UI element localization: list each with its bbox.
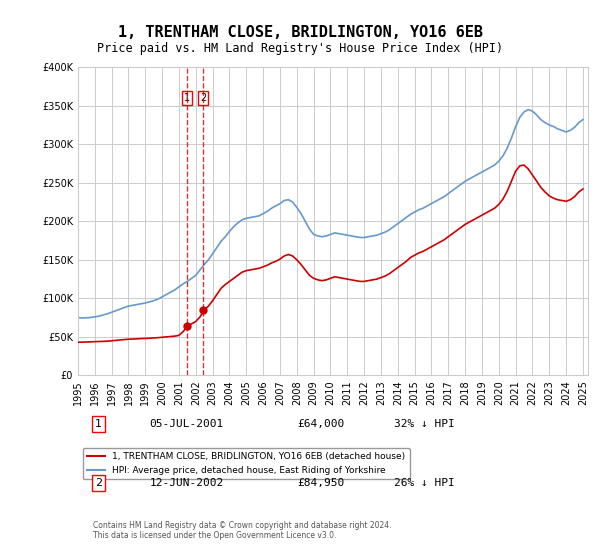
Text: £64,000: £64,000 [297,419,344,429]
Legend: 1, TRENTHAM CLOSE, BRIDLINGTON, YO16 6EB (detached house), HPI: Average price, d: 1, TRENTHAM CLOSE, BRIDLINGTON, YO16 6EB… [83,448,410,479]
Text: 1: 1 [184,93,190,103]
Text: 1: 1 [95,419,102,429]
Text: 26% ↓ HPI: 26% ↓ HPI [394,478,455,488]
Text: £84,950: £84,950 [297,478,344,488]
Text: Price paid vs. HM Land Registry's House Price Index (HPI): Price paid vs. HM Land Registry's House … [97,42,503,55]
Text: 05-JUL-2001: 05-JUL-2001 [149,419,224,429]
Text: 12-JUN-2002: 12-JUN-2002 [149,478,224,488]
Text: 1, TRENTHAM CLOSE, BRIDLINGTON, YO16 6EB: 1, TRENTHAM CLOSE, BRIDLINGTON, YO16 6EB [118,25,482,40]
Text: Contains HM Land Registry data © Crown copyright and database right 2024.
This d: Contains HM Land Registry data © Crown c… [94,521,392,540]
Text: 32% ↓ HPI: 32% ↓ HPI [394,419,455,429]
Text: 2: 2 [95,478,102,488]
Text: 2: 2 [200,93,206,103]
